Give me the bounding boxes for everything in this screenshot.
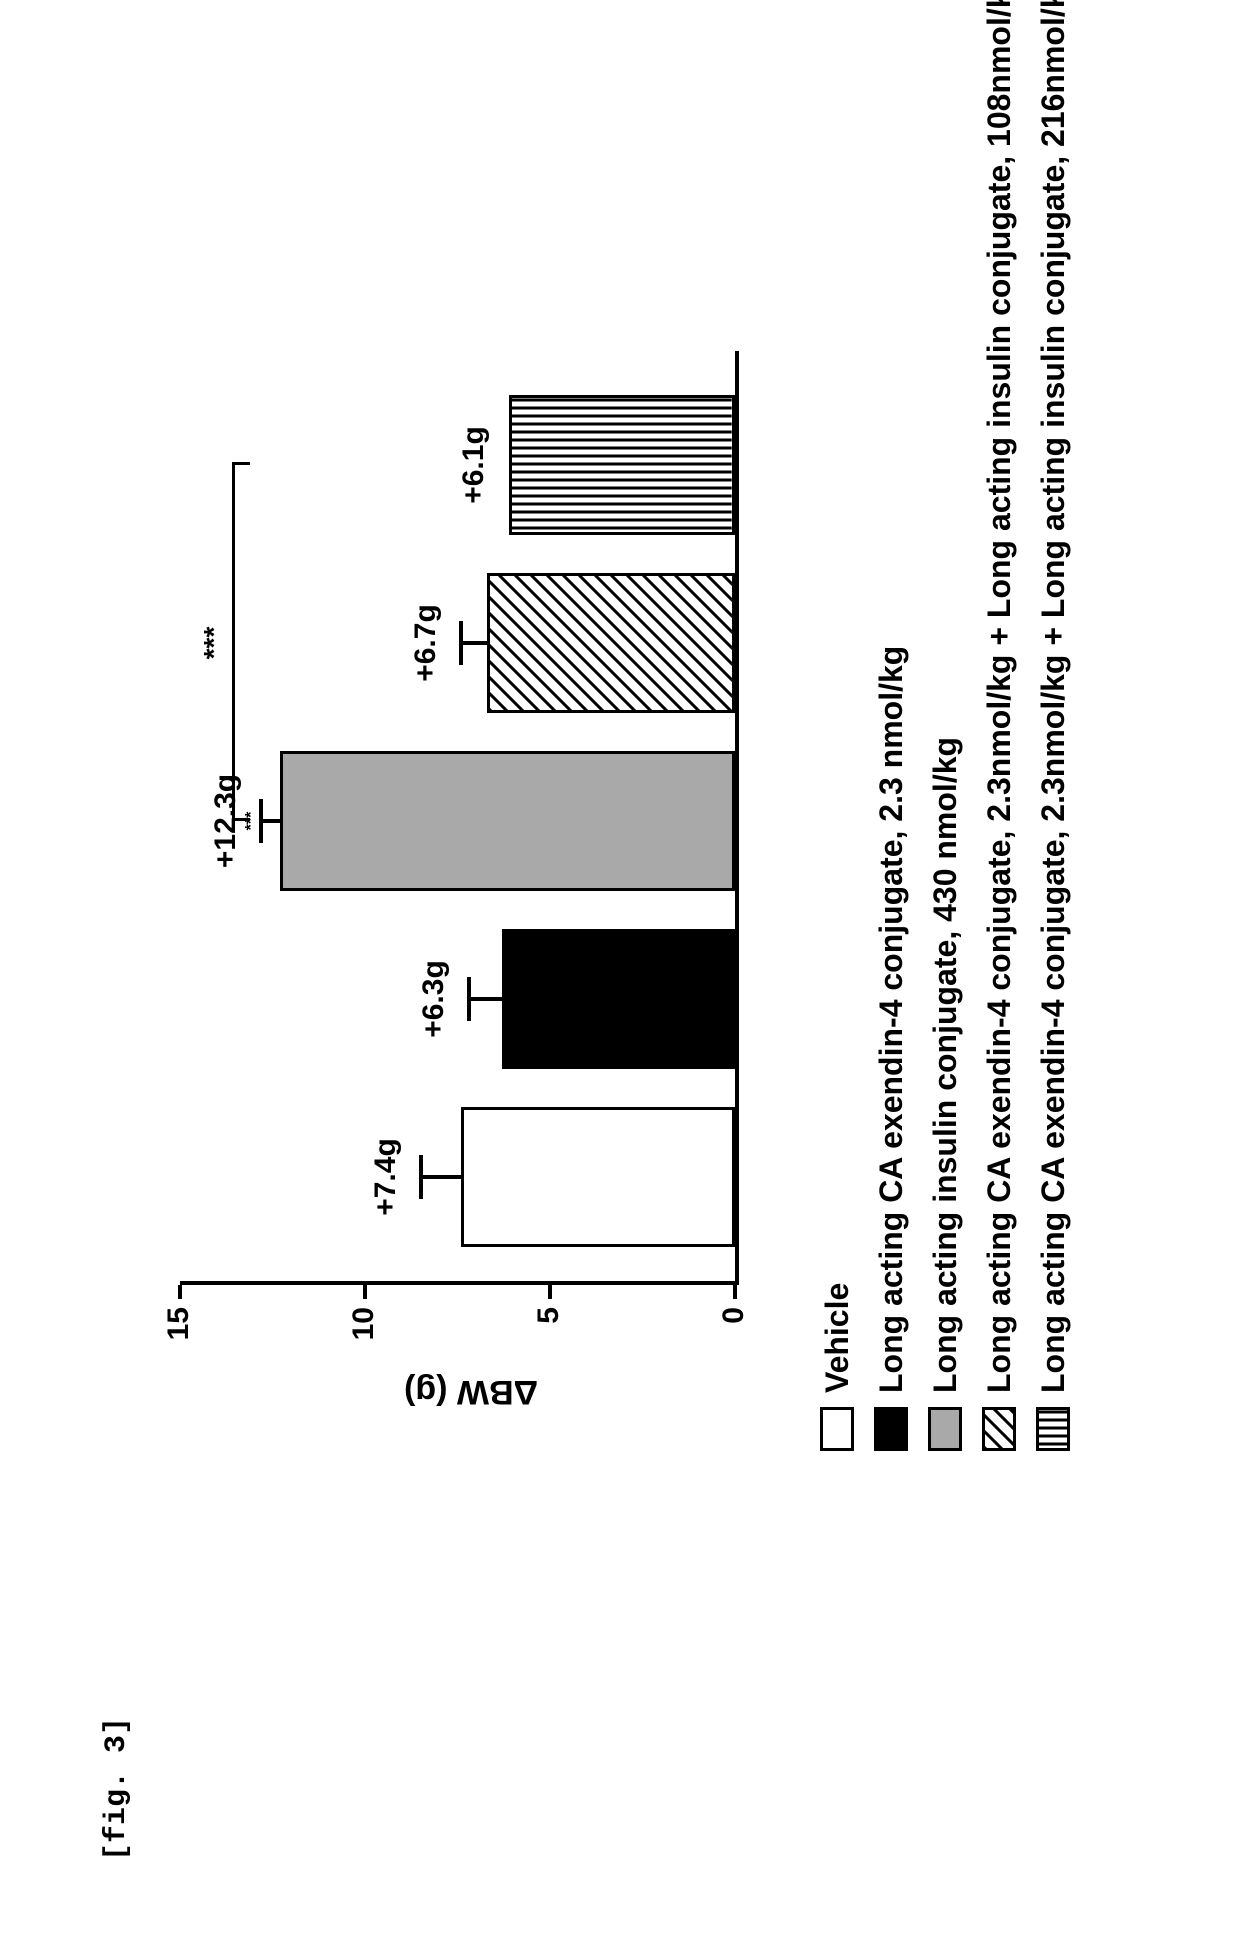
legend-swatch-pattern [985, 1410, 1013, 1448]
y-tick [363, 1285, 367, 1299]
legend-label: Long acting CA exendin-4 conjugate, 2.3n… [981, 0, 1018, 1393]
bar-value-label: +12.3g [209, 774, 243, 868]
y-tick-label: 5 [532, 1307, 566, 1367]
significance-bracket [232, 465, 235, 821]
y-tick-label: 15 [162, 1307, 196, 1367]
legend-swatch [1036, 1407, 1070, 1451]
legend-swatch [820, 1407, 854, 1451]
bar-value-label: +7.4g [369, 1138, 403, 1216]
error-bar [261, 819, 280, 823]
significance-bracket-drop [232, 818, 250, 821]
bar-pattern-fill [512, 398, 732, 532]
legend-swatch [928, 1407, 962, 1451]
y-axis [180, 1281, 739, 1285]
y-tick [548, 1285, 552, 1299]
y-tick [178, 1285, 182, 1299]
bar-top-annotation: *** [243, 812, 261, 831]
error-bar-cap [459, 621, 463, 665]
legend: Vehicle Long acting CA exendin-4 conjugat… [810, 0, 1080, 1451]
bar-vehicle [461, 1107, 735, 1247]
legend-swatch [874, 1407, 908, 1451]
significance-bracket-drop [232, 462, 250, 465]
y-tick-label: 0 [717, 1307, 751, 1367]
legend-item: Vehicle [810, 0, 864, 1451]
legend-item: Long acting CA exendin-4 conjugate, 2.3 … [864, 0, 918, 1451]
significance-label: *** [198, 627, 230, 660]
legend-label: Long acting CA exendin-4 conjugate, 2.3 … [873, 646, 910, 1393]
legend-swatch [982, 1407, 1016, 1451]
bar-value-label: +6.1g [457, 426, 491, 504]
rotated-canvas: [fig. 3] 051015ΔBW (g)+7.4g+6.3g+12.3g**… [0, 0, 1240, 1951]
error-bar [421, 1175, 462, 1179]
bar-value-label: +6.7g [409, 604, 443, 682]
error-bar-cap [467, 977, 471, 1021]
legend-item: Long acting insulin conjugate, 430 nmol/… [918, 0, 972, 1451]
bar-insulin [280, 751, 735, 891]
y-axis-label: ΔBW (g) [404, 1372, 538, 1411]
y-tick [733, 1285, 737, 1299]
legend-item: Long acting CA exendin-4 conjugate, 2.3n… [1026, 0, 1080, 1451]
y-tick-label: 10 [347, 1307, 381, 1367]
bar-value-label: +6.3g [417, 960, 451, 1038]
error-bar [469, 997, 502, 1001]
error-bar-cap [419, 1155, 423, 1199]
legend-label: Vehicle [819, 1283, 856, 1393]
legend-item: Long acting CA exendin-4 conjugate, 2.3n… [972, 0, 1026, 1451]
bar-pattern-fill [490, 576, 732, 710]
bar-ex4 [502, 929, 735, 1069]
figure-root: [fig. 3] 051015ΔBW (g)+7.4g+6.3g+12.3g**… [0, 0, 1240, 1951]
error-bar [461, 641, 487, 645]
bar-combo216 [509, 395, 735, 535]
legend-label: Long acting insulin conjugate, 430 nmol/… [927, 737, 964, 1393]
legend-swatch-pattern [1039, 1410, 1067, 1448]
x-axis [735, 351, 739, 1285]
legend-label: Long acting CA exendin-4 conjugate, 2.3n… [1035, 0, 1072, 1393]
bar-combo108 [487, 573, 735, 713]
